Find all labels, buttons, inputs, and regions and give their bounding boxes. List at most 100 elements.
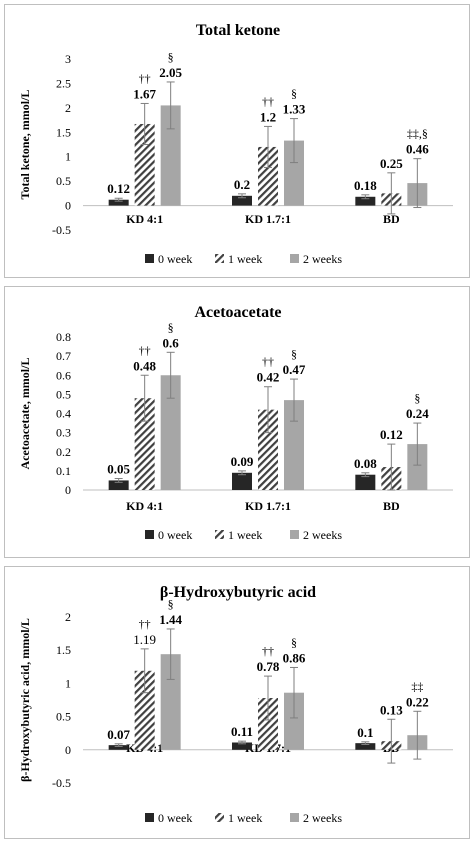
- bar: [134, 398, 155, 490]
- data-label: 0.6: [163, 335, 180, 350]
- y-tick-label: -0.5: [52, 776, 71, 790]
- y-tick-label: 3: [65, 52, 71, 66]
- bar: [258, 146, 278, 206]
- legend-entry: 1 week: [228, 252, 262, 266]
- bar: [134, 670, 155, 750]
- y-tick-label: 1.5: [56, 125, 71, 139]
- y-tick-label: 0.3: [56, 426, 71, 440]
- legend-entry: 2 weeks: [303, 252, 342, 266]
- legend-entry: 1 week: [228, 811, 262, 825]
- y-axis-label: Total ketone, mmol/L: [18, 90, 32, 200]
- y-tick-label: 0.6: [56, 368, 71, 382]
- category-label: BD: [383, 499, 400, 513]
- chart-title: β-Hydroxybutyric acid: [160, 584, 316, 601]
- legend-swatch: [145, 530, 154, 539]
- significance-annotation: §: [291, 347, 297, 361]
- legend-swatch: [290, 254, 299, 263]
- y-tick-label: 0.1: [56, 464, 71, 478]
- data-label: 0.42: [257, 370, 280, 385]
- y-tick-label: 2.5: [56, 76, 71, 90]
- significance-annotation: ††: [139, 617, 151, 631]
- data-label: 0.25: [380, 156, 403, 171]
- significance-annotation: ‡‡: [411, 679, 423, 693]
- y-tick-label: 0: [65, 199, 71, 213]
- significance-annotation: §: [168, 50, 174, 64]
- bar: [232, 472, 252, 490]
- data-label: 0.12: [380, 427, 403, 442]
- category-label: KD 4:1: [126, 499, 163, 513]
- category-label: KD 4:1: [126, 212, 163, 226]
- bar: [160, 375, 181, 490]
- data-label: 1.33: [283, 102, 306, 117]
- data-label: 0.18: [354, 178, 377, 193]
- bar: [407, 444, 428, 490]
- y-tick-label: 0.7: [56, 349, 71, 363]
- chart-acetoacetate: Acetoacetate Acetoacetate, mmol/L 0 0.1 0.2 0…: [18, 304, 453, 542]
- y-axis-label: β-Hydroxybutyric acid, mmol/L: [18, 618, 32, 782]
- bar: [284, 140, 304, 206]
- bar: [258, 698, 278, 750]
- data-label: 0.12: [107, 181, 130, 196]
- y-tick-label: 0: [65, 743, 71, 757]
- significance-annotation: §: [168, 597, 174, 611]
- data-label: 0.13: [380, 702, 403, 717]
- bar: [108, 745, 129, 750]
- data-label: 1.2: [260, 109, 276, 124]
- significance-annotation: ††: [262, 94, 274, 108]
- data-label: 0.24: [406, 406, 429, 421]
- y-tick-label: 0.5: [56, 387, 71, 401]
- data-label: 0.08: [354, 456, 377, 471]
- bar: [355, 474, 376, 490]
- chart-panel-total-ketone: Total ketone Total ketone, mmol/L -0.5 0 0.5…: [4, 4, 470, 278]
- y-tick-label: 1: [65, 676, 71, 690]
- data-label: 0.1: [357, 725, 373, 740]
- significance-annotation: §: [291, 635, 297, 649]
- legend-entry: 0 week: [158, 528, 192, 542]
- chart-panel-bhb: β-Hydroxybutyric acid β-Hydroxybutyric ac…: [4, 566, 470, 839]
- data-label: 0.05: [107, 462, 130, 477]
- data-label: 0.22: [406, 694, 429, 709]
- chart-total-ketone: Total ketone Total ketone, mmol/L -0.5 0 0.5…: [18, 22, 453, 266]
- significance-annotation: ††: [139, 343, 151, 357]
- legend-swatch: [145, 254, 154, 263]
- bar: [232, 195, 252, 206]
- y-tick-label: 0.5: [56, 710, 71, 724]
- data-label: 0.47: [283, 362, 306, 377]
- y-tick-label: 2: [65, 610, 71, 624]
- significance-annotation: ††: [262, 644, 274, 658]
- data-label: 0.11: [231, 724, 253, 739]
- legend-swatch: [215, 530, 224, 539]
- bar: [108, 480, 129, 490]
- y-tick-label: 0.2: [56, 445, 71, 459]
- bar: [355, 196, 376, 206]
- data-label: 0.78: [257, 659, 280, 674]
- data-label: 0.2: [234, 177, 250, 192]
- chart-title: Total ketone: [196, 22, 280, 39]
- y-tick-label: 1: [65, 150, 71, 164]
- significance-annotation: ††: [139, 71, 151, 85]
- category-label: KD 1.7:1: [245, 212, 291, 226]
- significance-annotation: ††: [262, 355, 274, 369]
- legend-entry: 2 weeks: [303, 811, 342, 825]
- data-label: 1.67: [133, 86, 156, 101]
- y-tick-label: 0.4: [56, 407, 71, 421]
- significance-annotation: ‡‡,§: [407, 127, 428, 141]
- data-label: 1.19: [133, 632, 156, 647]
- bar: [284, 400, 304, 490]
- significance-annotation: §: [291, 87, 297, 101]
- y-tick-label: 0: [65, 483, 71, 497]
- bar: [160, 105, 181, 206]
- data-label: 0.86: [283, 650, 306, 665]
- bar: [134, 123, 155, 206]
- data-label: 0.48: [133, 358, 156, 373]
- legend-entry: 0 week: [158, 811, 192, 825]
- bar: [160, 654, 181, 750]
- y-tick-label: 1.5: [56, 643, 71, 657]
- bar: [108, 199, 129, 206]
- y-tick-label: 0.5: [56, 174, 71, 188]
- data-label: 0.07: [107, 727, 130, 742]
- significance-annotation: §: [414, 391, 420, 405]
- chart-panel-acetoacetate: Acetoacetate Acetoacetate, mmol/L 0 0.1 0.2 0…: [4, 286, 470, 558]
- chart-beta-hydroxybutyric-acid: β-Hydroxybutyric acid β-Hydroxybutyric ac…: [18, 584, 453, 825]
- data-label: 0.46: [406, 142, 429, 157]
